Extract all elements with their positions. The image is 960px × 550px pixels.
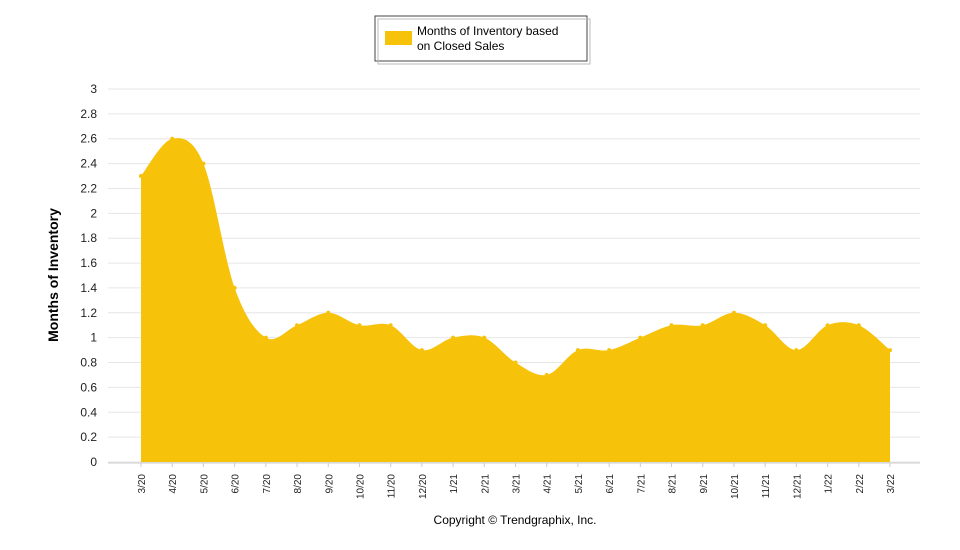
data-point-10-21 bbox=[731, 310, 736, 315]
y-tick-label: 2 bbox=[90, 206, 97, 220]
x-tick-label: 11/20 bbox=[387, 474, 398, 499]
x-tick-label: 8/20 bbox=[293, 474, 304, 494]
x-tick-label: 4/20 bbox=[168, 474, 179, 494]
x-tick-label: 2/22 bbox=[855, 474, 866, 494]
x-axis-ticks: 3/20 4/20 5/20 6/20 7/20 8/20 9/20 10/20 11/20 12… bbox=[137, 463, 897, 499]
y-tick-label: 3 bbox=[90, 82, 97, 96]
data-point-4-20 bbox=[170, 136, 175, 141]
legend: Months of Inventory based on Closed Sale… bbox=[374, 15, 591, 65]
data-point-10-20 bbox=[357, 323, 362, 328]
data-point-8-20 bbox=[295, 323, 300, 328]
data-point-9-21 bbox=[700, 323, 705, 328]
data-point-6-20 bbox=[232, 285, 237, 290]
y-tick-label: 2.6 bbox=[80, 132, 97, 146]
x-tick-label: 6/21 bbox=[605, 474, 616, 494]
x-tick-label: 1/22 bbox=[824, 474, 835, 494]
y-axis-label: Months of Inventory bbox=[45, 208, 61, 342]
data-point-2-21 bbox=[482, 335, 487, 340]
y-tick-label: 0.2 bbox=[80, 430, 97, 444]
data-point-1-21 bbox=[451, 335, 456, 340]
y-tick-label: 1.6 bbox=[80, 256, 97, 270]
x-tick-label: 10/20 bbox=[355, 474, 366, 499]
x-tick-label: 3/20 bbox=[137, 474, 148, 494]
data-point-5-21 bbox=[575, 348, 580, 353]
x-tick-label: 5/20 bbox=[199, 474, 210, 494]
x-tick-label: 12/21 bbox=[792, 474, 803, 499]
series-area bbox=[141, 138, 890, 462]
legend-label-line1: Months of Inventory based bbox=[417, 24, 558, 38]
y-tick-label: 1.2 bbox=[80, 306, 97, 320]
legend-label-line2: on Closed Sales bbox=[417, 39, 504, 53]
legend-shadow bbox=[377, 18, 591, 65]
y-tick-label: 2.2 bbox=[80, 181, 97, 195]
y-tick-label: 0.4 bbox=[80, 405, 97, 419]
x-tick-label: 10/21 bbox=[730, 474, 741, 499]
data-point-12-20 bbox=[419, 348, 424, 353]
data-point-11-21 bbox=[763, 323, 768, 328]
y-tick-label: 1.4 bbox=[80, 281, 97, 295]
y-axis-ticks: 0 0.2 0.4 0.6 0.8 1 1.2 1.4 1.6 1.8 2 2.2 2.4 2.6 2.8 3 bbox=[80, 82, 97, 469]
legend-swatch bbox=[385, 31, 412, 45]
x-tick-label: 9/21 bbox=[699, 474, 710, 494]
y-tick-label: 0.6 bbox=[80, 380, 97, 394]
x-tick-label: 9/20 bbox=[324, 474, 335, 494]
x-tick-label: 7/20 bbox=[262, 474, 273, 494]
x-tick-label: 2/21 bbox=[480, 474, 491, 494]
data-point-3-22 bbox=[888, 348, 892, 353]
x-tick-label: 3/21 bbox=[512, 474, 523, 494]
x-tick-label: 5/21 bbox=[574, 474, 585, 494]
data-point-2-22 bbox=[856, 323, 861, 328]
x-tick-label: 3/22 bbox=[886, 474, 897, 494]
x-tick-label: 12/20 bbox=[418, 474, 429, 499]
data-point-6-21 bbox=[607, 348, 612, 353]
data-point-7-21 bbox=[638, 335, 643, 340]
data-point-1-22 bbox=[825, 323, 830, 328]
x-tick-label: 1/21 bbox=[449, 474, 460, 494]
x-tick-label: 7/21 bbox=[636, 474, 647, 494]
data-point-12-21 bbox=[794, 348, 799, 353]
x-tick-label: 6/20 bbox=[231, 474, 242, 494]
data-point-8-21 bbox=[669, 323, 674, 328]
copyright-text: Copyright © Trendgraphix, Inc. bbox=[434, 513, 597, 527]
data-point-4-21 bbox=[544, 372, 549, 377]
y-tick-label: 0.8 bbox=[80, 356, 97, 370]
data-point-11-20 bbox=[388, 323, 393, 328]
x-tick-label: 11/21 bbox=[761, 474, 772, 499]
y-tick-label: 1 bbox=[90, 331, 97, 345]
data-point-5-20 bbox=[201, 161, 206, 166]
data-point-7-20 bbox=[263, 335, 268, 340]
x-tick-label: 8/21 bbox=[668, 474, 679, 494]
y-tick-label: 0 bbox=[90, 455, 97, 469]
data-points bbox=[139, 136, 892, 377]
data-point-3-21 bbox=[513, 360, 518, 365]
y-tick-label: 2.4 bbox=[80, 157, 97, 171]
x-tick-label: 4/21 bbox=[543, 474, 554, 494]
y-tick-label: 1.8 bbox=[80, 231, 97, 245]
data-point-9-20 bbox=[326, 310, 331, 315]
data-point-3-20 bbox=[139, 174, 143, 179]
y-tick-label: 2.8 bbox=[80, 107, 97, 121]
